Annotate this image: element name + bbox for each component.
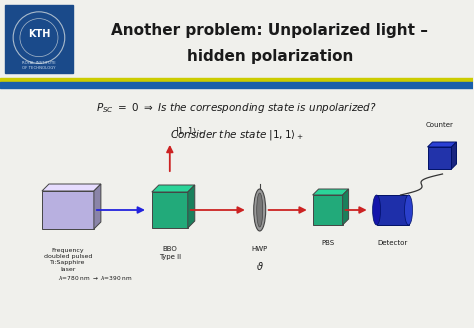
Text: Counter: Counter [426, 122, 454, 128]
Text: KTH: KTH [28, 29, 50, 39]
Bar [313, 195, 343, 225]
Polygon shape [313, 189, 348, 195]
Text: Consider the state $|1,1\rangle_+$: Consider the state $|1,1\rangle_+$ [170, 128, 304, 142]
Text: HWP: HWP [252, 246, 268, 252]
Polygon shape [94, 184, 101, 229]
Text: Detector: Detector [377, 240, 408, 246]
Bar [0, 82, 474, 88]
Bar [376, 195, 409, 225]
Text: Frequency
doubled pulsed
Ti:Sapphire
laser: Frequency doubled pulsed Ti:Sapphire las… [44, 248, 92, 272]
Ellipse shape [404, 195, 412, 225]
Text: PBS: PBS [321, 240, 334, 246]
Bar [0, 78, 474, 82]
Bar [152, 192, 188, 228]
Bar [428, 147, 452, 169]
Ellipse shape [257, 193, 263, 227]
Polygon shape [452, 142, 456, 169]
Polygon shape [428, 142, 456, 147]
Text: Another problem: Unpolarized light –: Another problem: Unpolarized light – [111, 23, 428, 37]
Polygon shape [42, 184, 101, 191]
Polygon shape [188, 185, 195, 228]
Text: $P_{SC}$ $=$ $0$ $\Rightarrow$ Is the corresponding state is unpolarized?: $P_{SC}$ $=$ $0$ $\Rightarrow$ Is the co… [96, 101, 377, 115]
Text: OF TECHNOLOGY: OF TECHNOLOGY [22, 66, 56, 70]
Text: $|1,1\rangle_+$: $|1,1\rangle_+$ [175, 125, 203, 138]
Bar [5, 5, 73, 73]
Polygon shape [152, 185, 195, 192]
Bar [42, 191, 94, 229]
Text: hidden polarization: hidden polarization [187, 49, 353, 64]
Text: ROYAL INSTITUTE: ROYAL INSTITUTE [22, 61, 56, 65]
Polygon shape [343, 189, 348, 225]
Text: BBO
Type II: BBO Type II [159, 246, 181, 259]
Ellipse shape [373, 195, 381, 225]
Text: $\vartheta$: $\vartheta$ [256, 260, 264, 272]
Text: $\lambda$=780 nm $\rightarrow$ $\lambda$=390 nm: $\lambda$=780 nm $\rightarrow$ $\lambda$… [58, 274, 132, 282]
Ellipse shape [254, 189, 266, 231]
